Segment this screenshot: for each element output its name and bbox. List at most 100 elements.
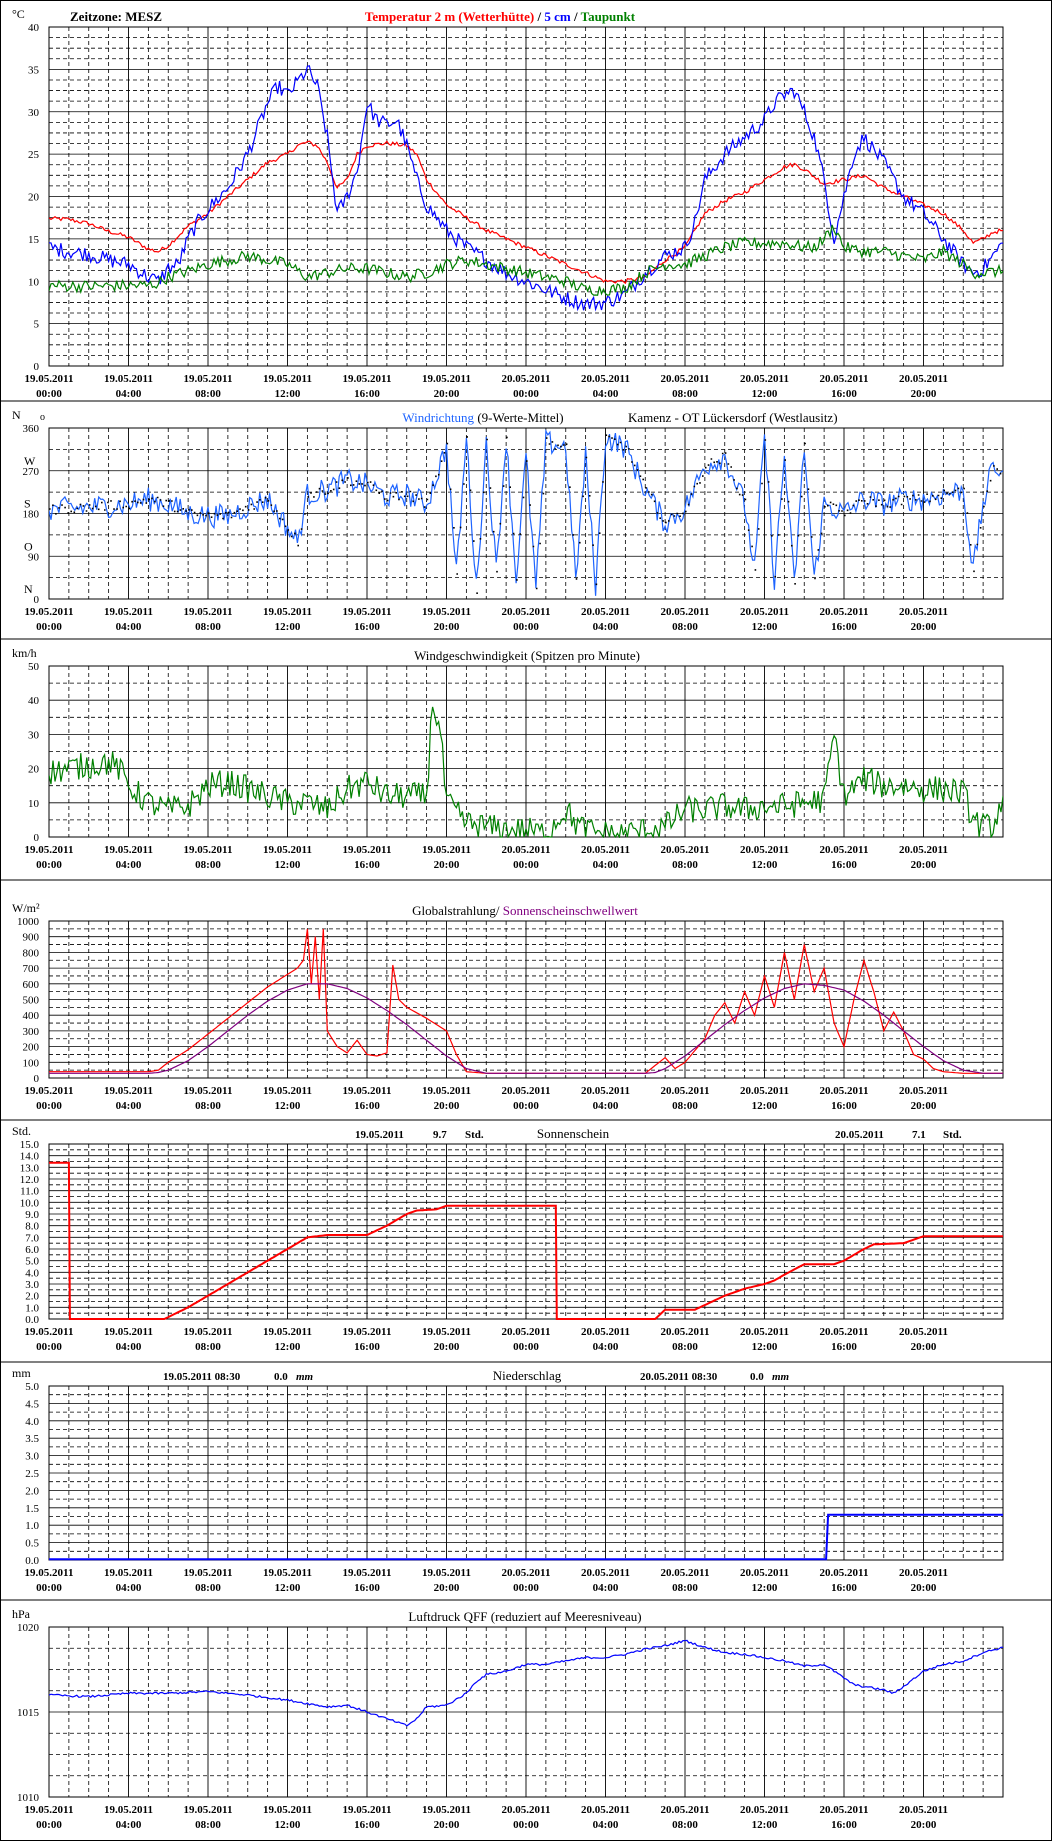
x-tick-time: 08:00 [672, 859, 698, 871]
chart-title: Sonnenschein [537, 1126, 610, 1141]
x-tick-date: 20.05.2011 [899, 373, 948, 385]
x-tick-date: 20.05.2011 [899, 1085, 948, 1097]
x-tick-time: 04:00 [116, 621, 142, 633]
y-tick-label: 800 [23, 947, 40, 959]
x-tick-time: 20:00 [434, 388, 460, 400]
x-tick-time: 12:00 [752, 621, 778, 633]
y-tick-label: 8.0 [25, 1221, 39, 1233]
plot-frame [48, 920, 1004, 1079]
summary-date: 19.05.2011 [355, 1129, 404, 1141]
x-tick-time: 20:00 [434, 1582, 460, 1594]
title-part: 5 cm [544, 9, 571, 24]
x-tick-date: 20.05.2011 [661, 1567, 710, 1579]
x-tick-date: 20.05.2011 [502, 606, 551, 618]
summary-unit: mm [772, 1371, 790, 1383]
plot-frame [48, 665, 1004, 838]
x-tick-time: 00:00 [513, 1100, 539, 1112]
x-tick-date: 19.05.2011 [422, 1326, 471, 1338]
x-tick-date: 20.05.2011 [740, 1567, 789, 1579]
x-tick-date: 19.05.2011 [343, 373, 392, 385]
x-tick-date: 20.05.2011 [661, 844, 710, 856]
x-tick-time: 08:00 [195, 621, 221, 633]
x-tick-date: 19.05.2011 [263, 1567, 312, 1579]
x-tick-time: 08:00 [672, 388, 698, 400]
series-line-sunshine-0 [49, 1161, 1003, 1320]
y-tick-label: 50 [28, 661, 40, 673]
x-tick-date: 20.05.2011 [899, 1804, 948, 1816]
x-tick-time: 16:00 [354, 388, 380, 400]
x-tick-time: 00:00 [513, 621, 539, 633]
y-tick-label: 360 [23, 423, 40, 435]
summary-date: 19.05.2011 08:30 [163, 1371, 241, 1383]
x-tick-date: 20.05.2011 [581, 373, 630, 385]
station-label: Kamenz - OT Lückersdorf (Westlausitz) [628, 410, 838, 425]
x-tick-date: 19.05.2011 [422, 1567, 471, 1579]
x-tick-date: 20.05.2011 [661, 606, 710, 618]
x-tick-date: 19.05.2011 [263, 1326, 312, 1338]
x-tick-time: 12:00 [275, 1341, 301, 1353]
y-tick-label: 30 [28, 107, 40, 119]
y-tick-label: 14.0 [20, 1151, 40, 1163]
direction-label: O [24, 539, 33, 553]
y-tick-label: 30 [28, 729, 40, 741]
x-tick-time: 20:00 [911, 859, 937, 871]
x-tick-time: 16:00 [354, 1819, 380, 1831]
title-part: Taupunkt [581, 9, 636, 24]
chart-title: Windrichtung (9-Werte-Mittel) [402, 410, 563, 425]
x-tick-date: 19.05.2011 [104, 373, 153, 385]
x-tick-time: 16:00 [831, 621, 857, 633]
x-tick-time: 08:00 [672, 1100, 698, 1112]
timezone-label: Zeitzone: MESZ [70, 9, 162, 24]
unit-label: mm [12, 1366, 31, 1380]
x-tick-time: 16:00 [831, 859, 857, 871]
x-tick-date: 19.05.2011 [104, 1085, 153, 1097]
x-tick-date: 20.05.2011 [899, 606, 948, 618]
x-tick-time: 04:00 [593, 859, 619, 871]
x-tick-date: 20.05.2011 [502, 1326, 551, 1338]
x-tick-time: 20:00 [911, 1819, 937, 1831]
x-tick-time: 04:00 [593, 1341, 619, 1353]
x-tick-date: 20.05.2011 [820, 844, 869, 856]
x-tick-time: 08:00 [195, 1819, 221, 1831]
x-tick-date: 19.05.2011 [184, 1567, 233, 1579]
summary-unit: Std. [465, 1129, 484, 1141]
direction-label: N [24, 582, 33, 596]
x-tick-date: 19.05.2011 [25, 373, 74, 385]
x-tick-date: 20.05.2011 [502, 1567, 551, 1579]
x-tick-time: 16:00 [831, 1582, 857, 1594]
x-tick-time: 04:00 [593, 1100, 619, 1112]
x-tick-time: 00:00 [36, 1582, 62, 1594]
summary-unit: mm [296, 1371, 314, 1383]
chart-precipitation: 0.00.51.01.52.02.53.03.54.04.55.0mm Niede… [0, 1366, 1052, 1601]
y-tick-label: 180 [23, 509, 40, 521]
y-tick-label: 300 [23, 1026, 40, 1038]
unit-label: W/m² [12, 901, 40, 915]
x-tick-date: 19.05.2011 [343, 1567, 392, 1579]
y-tick-label: 700 [23, 963, 40, 975]
y-tick-label: 6.0 [25, 1244, 39, 1256]
x-tick-date: 20.05.2011 [820, 606, 869, 618]
title-part: Globalstrahlung/ [412, 903, 503, 918]
x-tick-time: 16:00 [831, 1341, 857, 1353]
title-part: / [534, 9, 544, 24]
x-tick-time: 00:00 [513, 1341, 539, 1353]
x-tick-time: 12:00 [752, 1582, 778, 1594]
x-tick-time: 00:00 [513, 859, 539, 871]
x-tick-time: 20:00 [434, 1100, 460, 1112]
x-tick-date: 19.05.2011 [343, 1326, 392, 1338]
x-tick-time: 20:00 [434, 1341, 460, 1353]
x-tick-time: 20:00 [911, 1341, 937, 1353]
chart-title: Luftdruck QFF (reduziert auf Meeresnivea… [408, 1609, 641, 1624]
x-tick-time: 20:00 [434, 859, 460, 871]
x-tick-time: 08:00 [195, 388, 221, 400]
x-tick-time: 00:00 [36, 621, 62, 633]
x-tick-date: 20.05.2011 [661, 1085, 710, 1097]
x-tick-time: 00:00 [513, 388, 539, 400]
y-tick-label: 1020 [17, 1622, 40, 1634]
y-tick-label: 0 [34, 361, 40, 373]
x-tick-date: 19.05.2011 [422, 844, 471, 856]
chart-title: Windgeschwindigkeit (Spitzen pro Minute) [414, 648, 640, 663]
y-tick-label: 10 [28, 276, 40, 288]
x-tick-time: 12:00 [752, 1341, 778, 1353]
y-tick-label: 600 [23, 979, 40, 991]
